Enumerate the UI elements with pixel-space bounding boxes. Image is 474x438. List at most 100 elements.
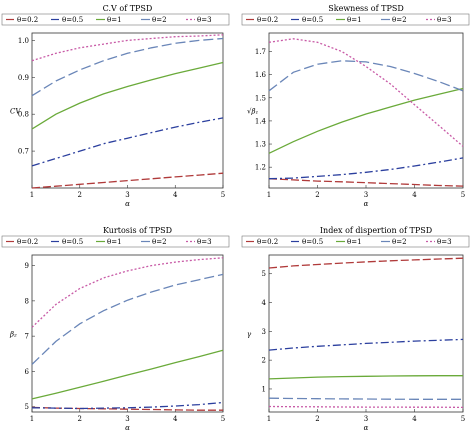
legend-label-2: θ=0.5 [302,238,323,246]
y-axis-label: √β₁ [247,108,259,116]
x-tick-label-1: 1 [30,191,34,199]
series-line-3 [268,87,464,154]
x-tick-label-3: 3 [364,415,368,423]
series-line-4 [31,37,224,97]
x-tick-label-3: 3 [125,191,129,199]
series-line-5 [268,38,464,147]
series-line-4 [268,60,464,92]
y-tick-label-3: 1.4 [255,117,267,125]
y-tick-label-2: 6 [25,368,30,376]
y-tick-label-1: 0.7 [18,148,29,156]
legend-label-3: θ=1 [347,16,362,24]
chart-title: Index of dispertion of TPSD [320,226,432,235]
series-line-2 [31,117,224,167]
legend-label-4: θ=2 [152,16,167,24]
plot-area [31,254,224,413]
series-line-1 [268,257,464,269]
y-tick-label-2: 0.8 [18,111,29,119]
legend: θ=0.2 θ=0.5 θ=1 θ=2 θ=3 [241,13,470,26]
y-tick-label-1: 5 [25,403,29,411]
legend-label-1: θ=0.2 [17,238,38,246]
legend-label-1: θ=0.2 [257,16,278,24]
series-line-1 [268,178,464,187]
y-tick-label-6: 1.7 [255,48,266,56]
legend-label-4: θ=2 [152,238,167,246]
legend-label-1: θ=0.2 [257,238,278,246]
y-axis-label: CV [10,108,21,116]
chart-panel-4: Index of dispertion of TPSD θ=0.2 θ=0.5 θ=1… [241,226,470,432]
series-line-1 [31,172,224,189]
y-tick-label-5: 5 [262,270,266,278]
y-tick-label-3: 0.9 [18,74,29,82]
y-tick-label-1: 1.2 [255,164,266,172]
series-line-1 [31,406,223,411]
y-tick-label-4: 1.5 [255,94,266,102]
chart-title: Kurtosis of TPSD [103,226,172,235]
y-tick-label-1: 1 [262,385,266,393]
legend-box [241,235,470,248]
legend-label-5: θ=3 [197,16,212,24]
x-tick-label-5: 5 [221,191,225,199]
y-tick-label-3: 3 [262,328,266,336]
legend-label-5: θ=3 [437,16,452,24]
legend: θ=0.2 θ=0.5 θ=1 θ=2 θ=3 [1,235,230,248]
series-line-4 [31,273,224,365]
legend: θ=0.2 θ=0.5 θ=1 θ=2 θ=3 [1,13,230,26]
x-tick-label-2: 2 [315,415,319,423]
y-tick-label-4: 1.0 [18,37,29,45]
x-axis-label: α [125,424,130,432]
series-line-4 [268,397,463,400]
series-line-5 [31,34,224,62]
x-tick-label-3: 3 [364,191,368,199]
x-axis-label: α [125,200,130,208]
x-tick-label-1: 1 [267,415,271,423]
chart-panel-2: Skewness of TPSD θ=0.2 θ=0.5 θ=1 θ=2 θ=3 1 2 3 4 5… [241,4,470,208]
x-tick-label-4: 4 [412,415,417,423]
x-tick-label-2: 2 [315,191,319,199]
y-tick-label-2: 1.3 [255,141,266,149]
legend: θ=0.2 θ=0.5 θ=1 θ=2 θ=3 [241,235,470,248]
x-tick-label-2: 2 [78,191,82,199]
chart-panel-3: Kurtosis of TPSD θ=0.2 θ=0.5 θ=1 θ=2 θ=3 1 2 3 4 5… [1,226,230,432]
chart-panel-1: C.V of TPSD θ=0.2 θ=0.5 θ=1 θ=2 θ=3 1 2 3 4 5 0.7 0.… [1,4,230,208]
series-line-5 [268,405,464,409]
series-line-2 [268,157,464,180]
y-tick-label-4: 4 [262,299,267,307]
series-line-2 [268,338,464,351]
y-axis-label: β₂ [9,331,17,339]
y-tick-label-5: 1.6 [255,71,267,79]
y-tick-label-5: 9 [25,262,29,270]
x-tick-label-1: 1 [267,191,271,199]
legend-label-2: θ=0.5 [302,16,323,24]
x-tick-label-5: 5 [221,415,225,423]
x-tick-label-5: 5 [461,191,465,199]
x-tick-label-4: 4 [173,191,178,199]
legend-label-5: θ=3 [437,238,452,246]
y-tick-label-2: 2 [262,357,266,365]
plot-area [268,32,464,189]
x-tick-label-5: 5 [461,415,465,423]
x-tick-label-4: 4 [173,415,178,423]
legend-label-3: θ=1 [347,238,362,246]
legend-label-4: θ=2 [392,238,407,246]
legend-box [1,13,230,26]
x-tick-label-1: 1 [30,415,34,423]
y-axis-label: γ [247,331,252,339]
legend-label-2: θ=0.5 [62,238,83,246]
series-line-3 [31,349,224,400]
y-tick-label-3: 7 [25,333,29,341]
x-tick-label-2: 2 [78,415,82,423]
legend-label-5: θ=3 [197,238,212,246]
x-tick-label-3: 3 [125,415,129,423]
chart-title: Skewness of TPSD [328,4,403,13]
x-axis-label: α [364,200,369,208]
series-line-5 [31,257,224,328]
plot-area [31,32,224,189]
legend-label-1: θ=0.2 [17,16,38,24]
legend-label-4: θ=2 [392,16,407,24]
x-tick-label-4: 4 [412,191,417,199]
series-line-3 [268,375,463,380]
chart-title: C.V of TPSD [103,4,153,13]
series-line-2 [31,401,224,410]
